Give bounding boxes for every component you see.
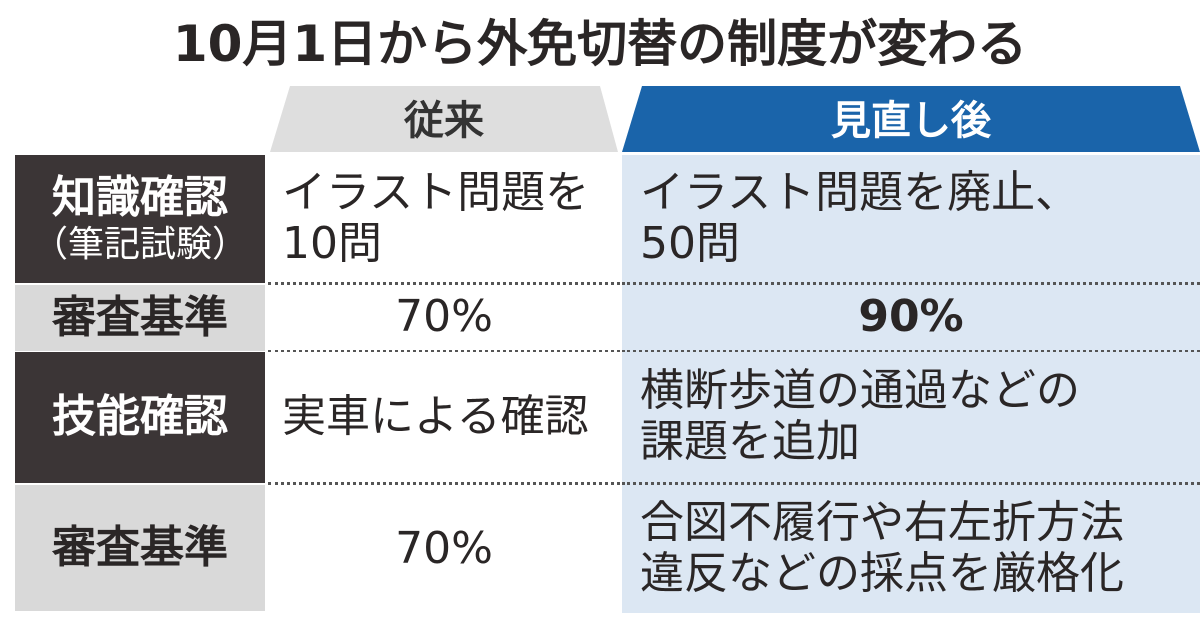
text-line: 審査基準 <box>52 521 228 573</box>
text-line: 合図不履行や右左折方法 <box>640 497 1124 549</box>
text-line: イラスト問題を <box>282 166 590 218</box>
table-cell: 実車による確認 <box>268 352 620 485</box>
table-cell: 70% <box>268 485 620 613</box>
text-line: 実車による確認 <box>282 390 589 442</box>
old-header-shape <box>270 86 618 152</box>
title: 10月1日から外免切替の制度が変わる <box>172 15 1028 73</box>
table-cell: 70% <box>268 285 620 353</box>
column-header: 見直し後 <box>831 97 991 144</box>
table-cell: 横断歩道の通過などの 課題を追加 <box>622 352 1200 485</box>
text-line: （筆記試験） <box>31 223 248 265</box>
row-label: 審査基準 <box>15 485 265 611</box>
text-line: 課題を追加 <box>640 416 860 467</box>
table-cell: 合図不履行や右左折方法 違反などの採点を厳格化 <box>622 485 1200 613</box>
text-line: イラスト問題を廃止、 <box>640 166 1080 218</box>
text-line: 90% <box>858 291 964 343</box>
row-label: 技能確認 <box>15 352 265 483</box>
column-header: 従来 <box>404 97 484 144</box>
new-header-shape <box>622 86 1200 152</box>
text-line: 50問 <box>640 217 740 269</box>
text-line: 知識確認 <box>52 172 228 223</box>
text-line: 10問 <box>282 217 382 269</box>
table-cell: イラスト問題を 10問 <box>268 155 620 285</box>
row-label: 審査基準 <box>15 285 265 351</box>
text-line: 横断歩道の通過などの <box>640 365 1080 417</box>
text-line: 審査基準 <box>52 291 228 343</box>
table-cell: イラスト問題を廃止、 50問 <box>622 155 1200 285</box>
text-line: 70% <box>395 291 493 343</box>
table-cell: 90% <box>622 285 1200 353</box>
text-line: 70% <box>395 522 493 574</box>
text-line: 技能確認 <box>52 391 228 443</box>
text-line: 違反などの採点を厳格化 <box>640 548 1124 599</box>
row-label: 知識確認 （筆記試験） <box>15 155 265 283</box>
header-shapes <box>270 86 1200 152</box>
